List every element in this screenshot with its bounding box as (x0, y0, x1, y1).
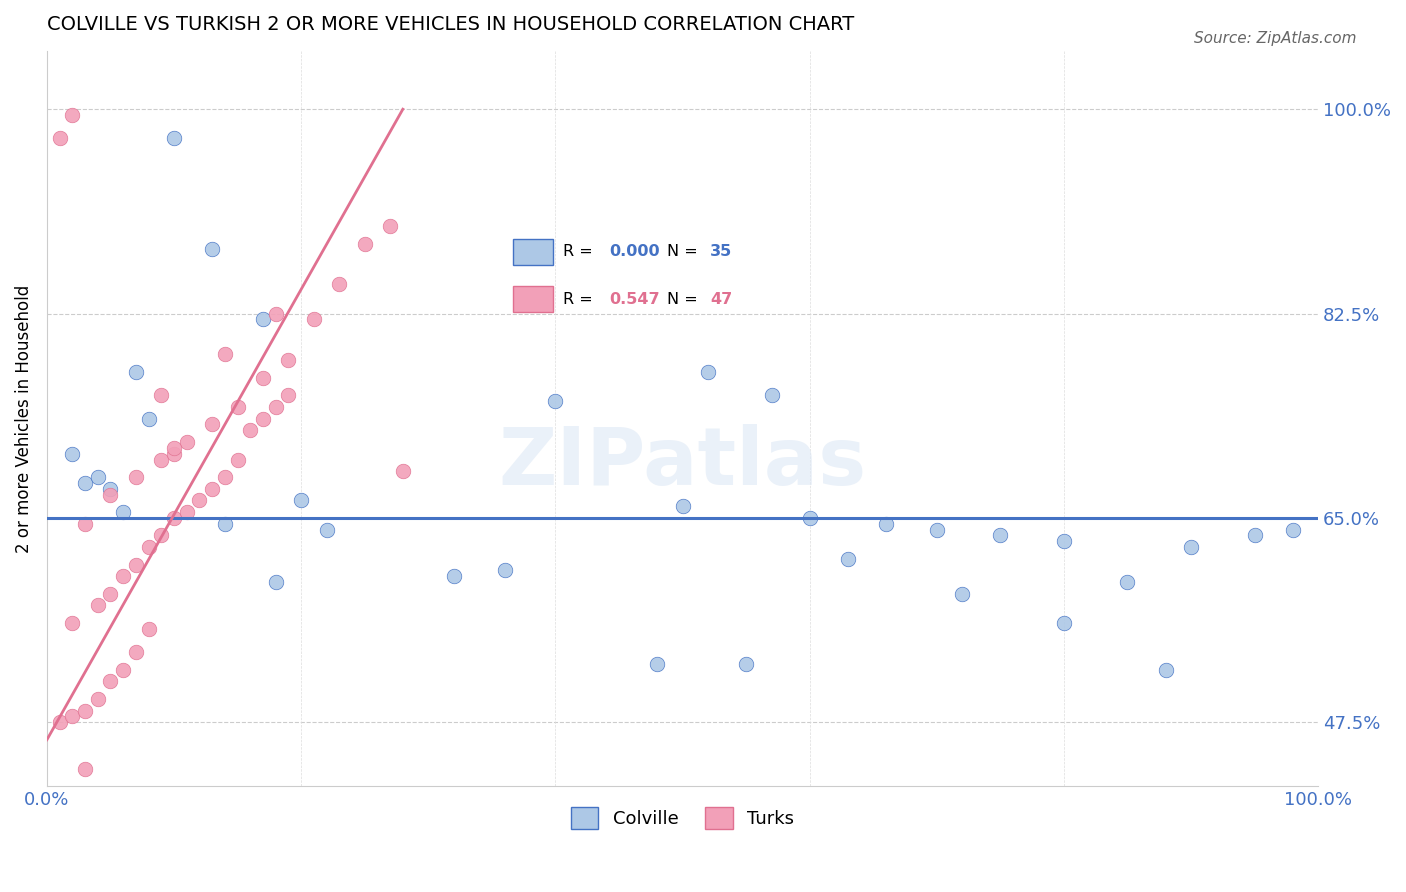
Point (1116, 575, 1139, 590)
Text: 35: 35 (710, 244, 733, 260)
Point (671, 500, 693, 514)
Text: 0.547: 0.547 (609, 292, 659, 307)
Point (226, 400, 249, 414)
Point (378, 219, 401, 233)
Point (73, 704, 96, 718)
Point (73, 475, 96, 490)
Point (48, 131, 70, 145)
Point (112, 505, 135, 519)
Point (1281, 523, 1303, 537)
Point (138, 540, 160, 554)
Point (138, 622, 160, 636)
Point (544, 394, 567, 409)
Text: Source: ZipAtlas.com: Source: ZipAtlas.com (1194, 31, 1357, 46)
Point (315, 523, 337, 537)
Point (100, 674, 122, 689)
Text: R =: R = (564, 292, 599, 307)
Text: N =: N = (668, 292, 703, 307)
Point (60, 615, 83, 630)
Point (112, 663, 135, 677)
Point (60, 108, 83, 122)
Point (112, 569, 135, 583)
Point (353, 236, 375, 251)
Point (138, 411, 160, 425)
Point (163, 447, 186, 461)
Point (60, 447, 83, 461)
Point (761, 388, 783, 402)
Text: N =: N = (668, 244, 703, 260)
Point (277, 353, 299, 368)
Point (277, 388, 299, 402)
Point (735, 657, 758, 671)
Point (163, 511, 186, 525)
Point (392, 464, 415, 478)
Point (226, 452, 249, 467)
Point (176, 505, 198, 519)
Point (163, 441, 186, 455)
Point (201, 482, 224, 496)
FancyBboxPatch shape (513, 239, 554, 265)
Point (239, 423, 262, 437)
Point (875, 516, 897, 531)
Point (264, 307, 287, 321)
Point (73, 762, 96, 776)
Point (48, 715, 70, 730)
Point (176, 435, 198, 450)
Text: 47: 47 (710, 292, 733, 307)
Point (201, 417, 224, 432)
Point (799, 511, 821, 525)
Point (188, 493, 211, 508)
Y-axis label: 2 or more Vehicles in Household: 2 or more Vehicles in Household (15, 285, 32, 553)
Point (125, 558, 148, 572)
Point (214, 470, 236, 484)
Point (645, 657, 668, 671)
Point (925, 523, 948, 537)
Point (443, 569, 465, 583)
Legend: Colville, Turks: Colville, Turks (564, 800, 801, 837)
Point (150, 528, 173, 542)
Point (125, 365, 148, 379)
Point (252, 371, 274, 385)
Point (950, 587, 973, 601)
Point (1053, 615, 1076, 630)
Point (302, 312, 325, 326)
Point (264, 575, 287, 590)
Text: 0.000: 0.000 (609, 244, 659, 260)
Point (1053, 534, 1076, 549)
Point (988, 528, 1011, 542)
Text: COLVILLE VS TURKISH 2 OR MORE VEHICLES IN HOUSEHOLD CORRELATION CHART: COLVILLE VS TURKISH 2 OR MORE VEHICLES I… (46, 15, 853, 34)
Point (163, 131, 186, 145)
Point (100, 482, 122, 496)
Point (87, 599, 110, 613)
Point (290, 493, 312, 508)
Point (214, 516, 236, 531)
Point (837, 551, 859, 566)
Point (100, 487, 122, 501)
Text: ZIPatlas: ZIPatlas (498, 424, 866, 502)
Point (252, 411, 274, 425)
Point (264, 400, 287, 414)
Point (150, 388, 173, 402)
Point (1243, 528, 1265, 542)
Point (494, 564, 516, 578)
Point (150, 452, 173, 467)
Point (87, 692, 110, 706)
Point (125, 645, 148, 659)
Point (100, 587, 122, 601)
Point (697, 365, 720, 379)
FancyBboxPatch shape (513, 285, 554, 312)
Point (214, 347, 236, 361)
Point (125, 470, 148, 484)
Point (1154, 663, 1177, 677)
Text: R =: R = (564, 244, 599, 260)
Point (328, 277, 350, 292)
Point (87, 470, 110, 484)
Point (60, 709, 83, 723)
Point (201, 243, 224, 257)
Point (73, 516, 96, 531)
Point (1180, 540, 1202, 554)
Point (252, 312, 274, 326)
